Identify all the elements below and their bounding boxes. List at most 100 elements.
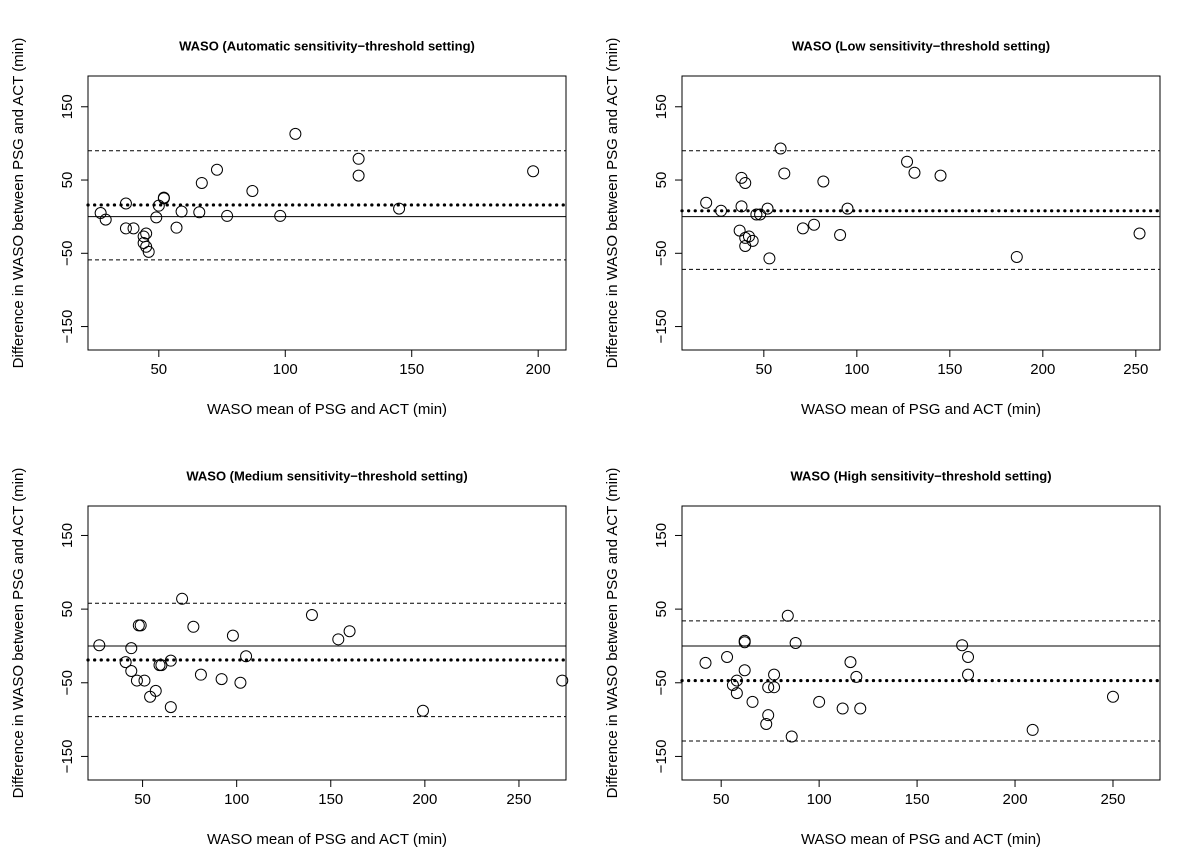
point: [774, 142, 787, 155]
point: [785, 730, 798, 743]
x-tick-label: 50: [134, 791, 151, 808]
chart-title: WASO (Low sensitivity−threshold setting): [792, 38, 1050, 53]
point: [352, 152, 365, 165]
point: [934, 169, 947, 182]
point: [768, 681, 781, 694]
y-tick-label: 150: [653, 94, 670, 119]
point: [193, 206, 206, 219]
point: [956, 639, 969, 652]
y-tick-label: 150: [59, 94, 76, 119]
x-tick-label: 50: [755, 361, 772, 378]
y-axis-label: Difference in WASO between PSG and ACT (…: [10, 38, 27, 369]
point: [761, 202, 774, 215]
x-tick-label: 200: [1003, 791, 1028, 808]
point: [715, 204, 728, 217]
x-tick-label: 250: [1123, 361, 1148, 378]
chart-title: WASO (High sensitivity−threshold setting…: [790, 468, 1051, 483]
plot-frame: [87, 505, 567, 781]
point: [738, 664, 751, 677]
point: [240, 650, 253, 663]
point: [157, 192, 170, 205]
point: [760, 718, 773, 731]
point: [210, 163, 223, 176]
point: [234, 676, 247, 689]
point: [416, 704, 429, 717]
point: [854, 702, 867, 715]
point: [175, 205, 188, 218]
x-tick-label: 200: [412, 791, 437, 808]
point: [699, 656, 712, 669]
point: [762, 709, 775, 722]
point: [194, 668, 207, 681]
point: [1026, 723, 1039, 736]
point: [742, 230, 755, 243]
point: [144, 690, 157, 703]
point: [962, 650, 975, 663]
point: [817, 175, 830, 188]
point: [796, 222, 809, 235]
x-tick-label: 100: [224, 791, 249, 808]
x-axis-label: WASO mean of PSG and ACT (min): [801, 401, 1041, 418]
point: [750, 208, 763, 221]
x-tick-label: 150: [937, 361, 962, 378]
y-axis-label: Difference in WASO between PSG and ACT (…: [604, 468, 621, 799]
point: [142, 245, 155, 258]
point: [195, 176, 208, 189]
point: [735, 200, 748, 213]
point: [962, 668, 975, 681]
x-tick-label: 50: [713, 791, 730, 808]
point: [781, 609, 794, 622]
point: [305, 609, 318, 622]
y-tick-label: −150: [59, 740, 76, 774]
point: [176, 592, 189, 605]
point: [730, 674, 743, 687]
point: [99, 213, 112, 226]
y-tick-label: 50: [653, 172, 670, 189]
point: [527, 165, 540, 178]
panel: WASO (Automatic sensitivity−threshold se…: [10, 38, 568, 418]
y-tick-label: −50: [653, 241, 670, 266]
point: [332, 633, 345, 646]
x-tick-label: 50: [150, 361, 167, 378]
point: [746, 234, 759, 247]
plot-frame: [87, 75, 567, 351]
point: [700, 196, 713, 209]
point: [343, 625, 356, 638]
panel: WASO (High sensitivity−threshold setting…: [604, 468, 1162, 848]
point: [119, 197, 132, 210]
point: [134, 619, 147, 632]
point: [125, 642, 138, 655]
point: [187, 620, 200, 633]
point: [130, 674, 143, 687]
y-tick-label: −50: [59, 670, 76, 695]
point: [908, 166, 921, 179]
point: [215, 673, 228, 686]
point: [246, 185, 259, 198]
point: [150, 211, 163, 224]
x-axis-label: WASO mean of PSG and ACT (min): [207, 401, 447, 418]
point: [1133, 227, 1146, 240]
y-tick-label: −50: [59, 241, 76, 266]
point: [170, 221, 183, 234]
point: [125, 664, 138, 677]
x-tick-label: 250: [1100, 791, 1125, 808]
point: [834, 228, 847, 241]
point: [763, 252, 776, 265]
point: [762, 681, 775, 694]
x-axis-label: WASO mean of PSG and ACT (min): [207, 831, 447, 848]
y-axis-label: Difference in WASO between PSG and ACT (…: [604, 38, 621, 369]
chart-title: WASO (Medium sensitivity−threshold setti…: [186, 468, 467, 483]
point: [149, 684, 162, 697]
point: [901, 155, 914, 168]
panel: WASO (Medium sensitivity−threshold setti…: [10, 468, 569, 848]
y-tick-label: −150: [59, 310, 76, 344]
y-tick-label: −150: [653, 310, 670, 344]
point: [127, 222, 140, 235]
point: [836, 702, 849, 715]
point: [164, 701, 177, 714]
point: [289, 127, 302, 140]
point: [393, 202, 406, 215]
y-tick-label: 50: [59, 601, 76, 618]
point: [137, 230, 150, 243]
point: [808, 218, 821, 231]
